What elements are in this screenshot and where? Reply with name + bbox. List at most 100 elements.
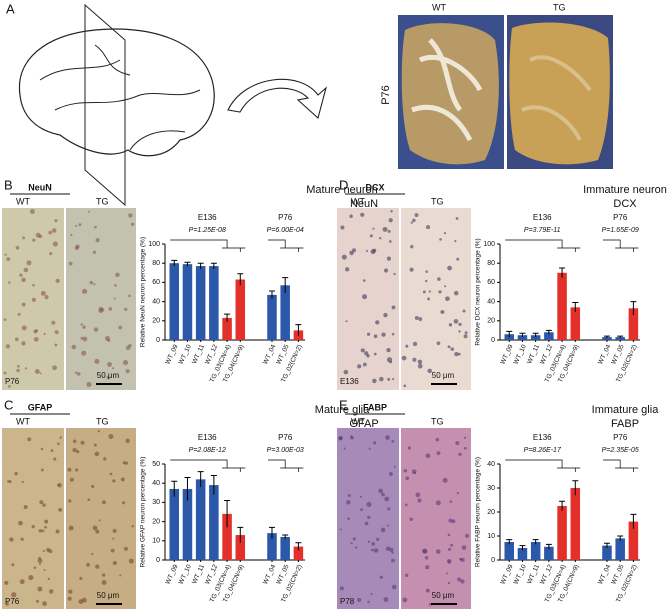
group-label: WT [16,416,30,426]
cell [123,546,129,551]
cell [5,344,11,349]
cell [401,355,407,361]
y-tick-label: 40 [152,480,160,487]
cell [383,597,389,602]
bracket [267,459,286,468]
cell [439,238,442,241]
error-bar [237,273,244,286]
cell [55,278,60,283]
bar [235,279,246,340]
age-label: P76 [5,597,20,606]
bracket [170,459,228,468]
cell [347,517,350,520]
cell [32,238,36,242]
cell [427,368,433,374]
bar [222,513,232,560]
cell [52,365,57,371]
cell [16,364,20,368]
cell [35,329,39,332]
cell [42,503,46,507]
cell [80,440,85,445]
cell [392,377,395,381]
cell [49,251,53,256]
cell [81,288,88,294]
cell [4,253,7,256]
cell [463,334,468,339]
p-value: P=3.79E-11 [524,227,561,234]
bar [195,479,206,560]
bar [557,506,567,560]
cell [350,436,354,440]
cell [92,250,97,254]
cell [422,548,428,554]
error-bar [603,542,610,548]
cell [446,559,452,564]
bar [169,488,179,560]
photo-label: TG [553,2,566,12]
error-bar [506,539,513,545]
cell [74,371,78,374]
cell [27,437,32,442]
cell [34,369,40,374]
error-bar [572,480,579,496]
cell [54,330,59,335]
p-value: P=2.08E-12 [189,447,226,454]
cell [435,549,441,554]
cell [80,323,83,326]
cell [97,429,101,433]
cell [367,515,371,519]
cell [380,527,386,533]
error-bar [282,534,289,539]
error-bar [224,499,231,528]
cell [108,434,114,440]
cell [458,452,462,457]
cell [70,233,73,237]
cell [385,435,390,440]
cell [128,213,133,218]
cell [410,245,414,249]
cell [122,501,126,505]
y-tick-label: 20 [487,318,495,325]
cell [347,493,351,498]
cell [352,248,357,253]
section-plane [84,3,126,207]
cell [68,589,73,594]
cell [71,344,77,350]
error-bar [184,261,191,267]
cell [457,577,462,582]
error-bar [559,267,566,278]
cell [76,449,80,454]
cell [343,447,346,450]
cell [393,465,396,468]
cell [449,500,453,503]
cell [426,225,431,230]
cell [51,228,57,233]
cell [48,230,53,235]
cell [59,436,62,439]
cell [68,525,74,531]
bracket [505,239,563,248]
cell [41,529,45,533]
cell [94,451,100,457]
cell [125,438,130,443]
cell [72,439,77,444]
cell [417,498,422,503]
cell [78,223,82,227]
cell [360,508,364,512]
y-axis-label: Relative GFAP neuron percentage (%) [140,457,147,568]
p-value: P=1.25E-08 [189,227,226,234]
cell [119,574,122,577]
cell [40,447,44,451]
cell [48,589,54,594]
cell [52,241,58,247]
scale-label: 50 μm [97,371,120,380]
cell [54,343,58,347]
y-tick-label: 50 [152,461,160,468]
cell [366,332,371,336]
y-tick-label: 0 [156,557,160,564]
chart-subtitle: FABP [611,418,639,430]
cell [3,371,7,375]
cell [376,537,380,542]
cell [391,305,396,310]
